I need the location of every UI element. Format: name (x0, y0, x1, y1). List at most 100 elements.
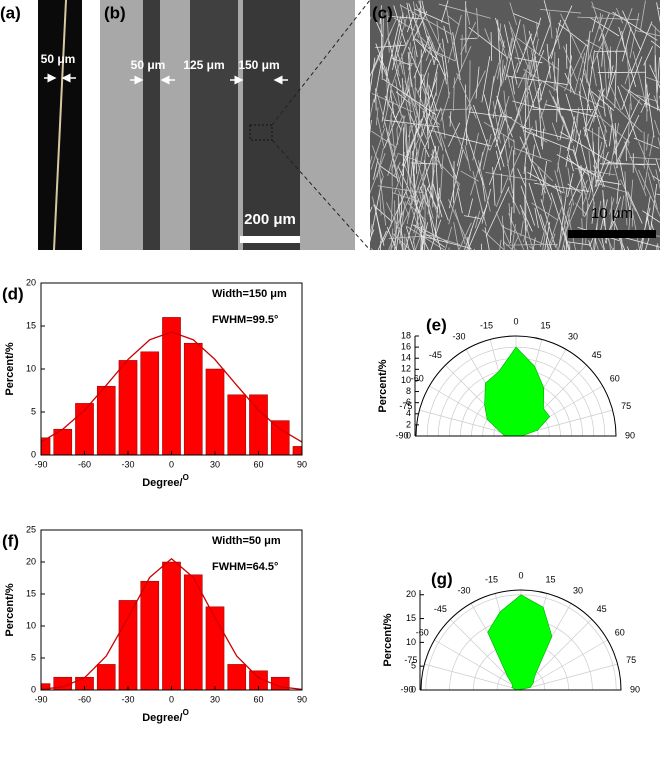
fiber (567, 172, 574, 198)
fiber (517, 59, 532, 89)
fiber (584, 161, 610, 217)
bar (162, 561, 181, 690)
fiber (377, 55, 390, 82)
fiber (463, 215, 481, 220)
fiber (435, 71, 438, 96)
fiber (590, 54, 597, 87)
outer-arc (420, 589, 622, 691)
fiber (532, 133, 542, 159)
fiber (379, 5, 382, 25)
fiber (624, 141, 647, 196)
bar (41, 437, 51, 455)
fiber (649, 134, 655, 157)
fiber (597, 126, 600, 186)
theta-tick-label: 15 (545, 574, 555, 584)
fiber (608, 124, 613, 147)
fiber (474, 210, 481, 229)
fiber (508, 203, 513, 236)
fiber (421, 246, 424, 250)
fiber (554, 170, 562, 195)
grid-ray (520, 663, 618, 691)
fiber (397, 195, 404, 250)
fiber (649, 64, 660, 89)
fiber (563, 46, 578, 82)
fiber (492, 167, 496, 206)
fiber (638, 141, 655, 181)
fiber (495, 114, 507, 147)
fiber (388, 211, 404, 250)
y-tick-label: 10 (26, 363, 36, 373)
fiber (599, 199, 608, 234)
theta-tick-label: -15 (480, 320, 493, 330)
fiber (430, 63, 439, 97)
fiber (596, 252, 607, 287)
fiber (601, 34, 604, 67)
r-tick-label: 5 (411, 661, 416, 671)
r-tick-label: 18 (401, 330, 411, 340)
bar (205, 368, 225, 455)
fiber (581, 238, 584, 250)
fiber (485, 172, 538, 182)
fiber (520, 221, 524, 237)
fiber (500, 173, 502, 193)
fiber (377, 185, 424, 194)
fiber (437, 192, 449, 221)
fiber (636, 248, 638, 250)
fiber (531, 49, 535, 70)
bar (140, 351, 160, 455)
r-tick-label: 15 (406, 613, 416, 623)
fiber (627, 179, 634, 238)
fiber (522, 81, 542, 130)
fiber (597, 89, 643, 133)
x-axis-label: Degree/O (142, 708, 189, 724)
fiber (389, 90, 395, 118)
fiber (449, 111, 452, 127)
fiber (539, 201, 553, 248)
fiber (542, 176, 547, 203)
fiber (401, 53, 410, 107)
fiber (471, 254, 477, 309)
x-tick-label: 90 (297, 694, 307, 704)
fiber (529, 144, 535, 179)
fiber (574, 130, 582, 155)
bar (183, 342, 203, 455)
fiber (526, 253, 535, 310)
fiber (373, 204, 393, 222)
fiber (523, 24, 532, 76)
fiber (418, 184, 431, 208)
y-tick-label: 20 (26, 277, 36, 287)
fiber (393, 5, 407, 46)
fiber (560, 13, 572, 36)
fiber (578, 90, 591, 147)
x-tick-label: 60 (253, 459, 263, 469)
x-tick-label: 30 (210, 694, 220, 704)
fiber (612, 11, 658, 41)
fiber (403, 126, 420, 168)
fiber (528, 30, 536, 54)
fiber (541, 160, 548, 196)
theta-tick-label: 90 (630, 684, 640, 694)
fiber (419, 186, 428, 207)
fiber (564, 44, 587, 92)
zoom-box (249, 124, 273, 141)
fiber (535, 120, 538, 137)
fiber (361, 254, 371, 299)
r-tick-label: 2 (406, 419, 411, 429)
bar (96, 385, 116, 455)
fiber (476, 7, 479, 38)
fiber (639, 0, 646, 31)
fiber (499, 239, 502, 250)
theta-tick-label: 90 (625, 430, 635, 440)
fiber (644, 76, 660, 83)
fiber (400, 12, 421, 60)
fiber (376, 147, 384, 178)
fiber (627, 89, 651, 106)
fiber (495, 150, 502, 171)
fiber (602, 125, 606, 166)
fiber (537, 88, 543, 147)
fiber (594, 223, 598, 250)
fiber (557, 206, 570, 250)
marker: 50 μm (41, 52, 76, 66)
fiber (419, 0, 422, 19)
y-tick-label: 15 (26, 320, 36, 330)
